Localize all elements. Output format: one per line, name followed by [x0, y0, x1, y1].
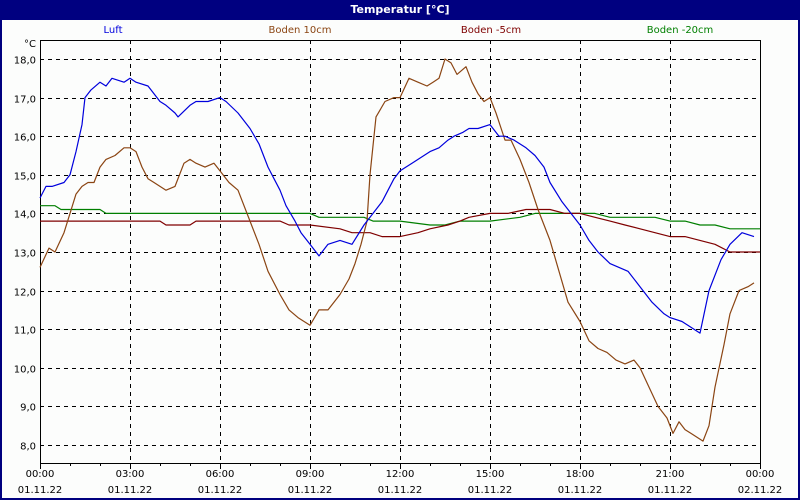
y-tick-label: 12,0: [14, 288, 36, 299]
x-tick-time: 03:00: [116, 469, 145, 480]
x-tick-date: 01.11.22: [378, 485, 423, 496]
axis-labels: 18,0 17,0 16,0 15,0 14,0 13,0 12,0 11,0 10,0 9,0 8…: [14, 56, 783, 497]
window-title: Temperatur [°C]: [0, 0, 800, 20]
y-tick-label: 14,0: [14, 210, 36, 221]
series-boden-10cm: [39, 58, 755, 442]
x-tick-date: 01.11.22: [558, 485, 603, 496]
y-tick-label: 13,0: [14, 249, 36, 260]
x-tick-time: 09:00: [296, 469, 325, 480]
legend-item: Boden 10cm: [268, 25, 332, 36]
series-boden-5cm: [40, 208, 760, 253]
x-tick-date: 01.11.22: [108, 485, 153, 496]
y-tick-label: 18,0: [14, 56, 36, 67]
legend-item: Luft: [103, 25, 123, 36]
x-tick-date: 01.11.22: [468, 485, 513, 496]
y-tick-label: 10,0: [14, 365, 36, 376]
x-tick-time: 12:00: [386, 469, 415, 480]
x-tick-time: 06:00: [206, 469, 235, 480]
series-boden-20cm: [40, 205, 760, 230]
y-tick-label: 8,0: [20, 442, 36, 453]
x-tick-date: 01.11.22: [18, 485, 63, 496]
axes: [40, 40, 761, 469]
y-tick-label: 17,0: [14, 95, 36, 106]
x-tick-time: 15:00: [476, 469, 505, 480]
grid-lines: [40, 40, 760, 463]
x-tick-time: 18:00: [566, 469, 595, 480]
legend-item: Boden -5cm: [460, 25, 522, 36]
y-tick-label: 16,0: [14, 133, 36, 144]
series-luft: [39, 77, 755, 334]
x-tick-time: 00:00: [26, 469, 55, 480]
y-tick-label: 9,0: [20, 403, 36, 414]
y-axis-unit: °C: [24, 39, 36, 50]
x-tick-date: 01.11.22: [648, 485, 693, 496]
data-series: [39, 58, 760, 442]
y-tick-label: 15,0: [14, 172, 36, 183]
y-tick-label: 11,0: [14, 326, 36, 337]
x-tick-time: 21:00: [656, 469, 685, 480]
x-tick-date: 01.11.22: [288, 485, 333, 496]
x-tick-date: 02.11.22: [738, 485, 783, 496]
x-tick-time: 00:00: [746, 469, 775, 480]
x-tick-date: 01.11.22: [198, 485, 243, 496]
legend-item: Boden -20cm: [646, 25, 714, 36]
